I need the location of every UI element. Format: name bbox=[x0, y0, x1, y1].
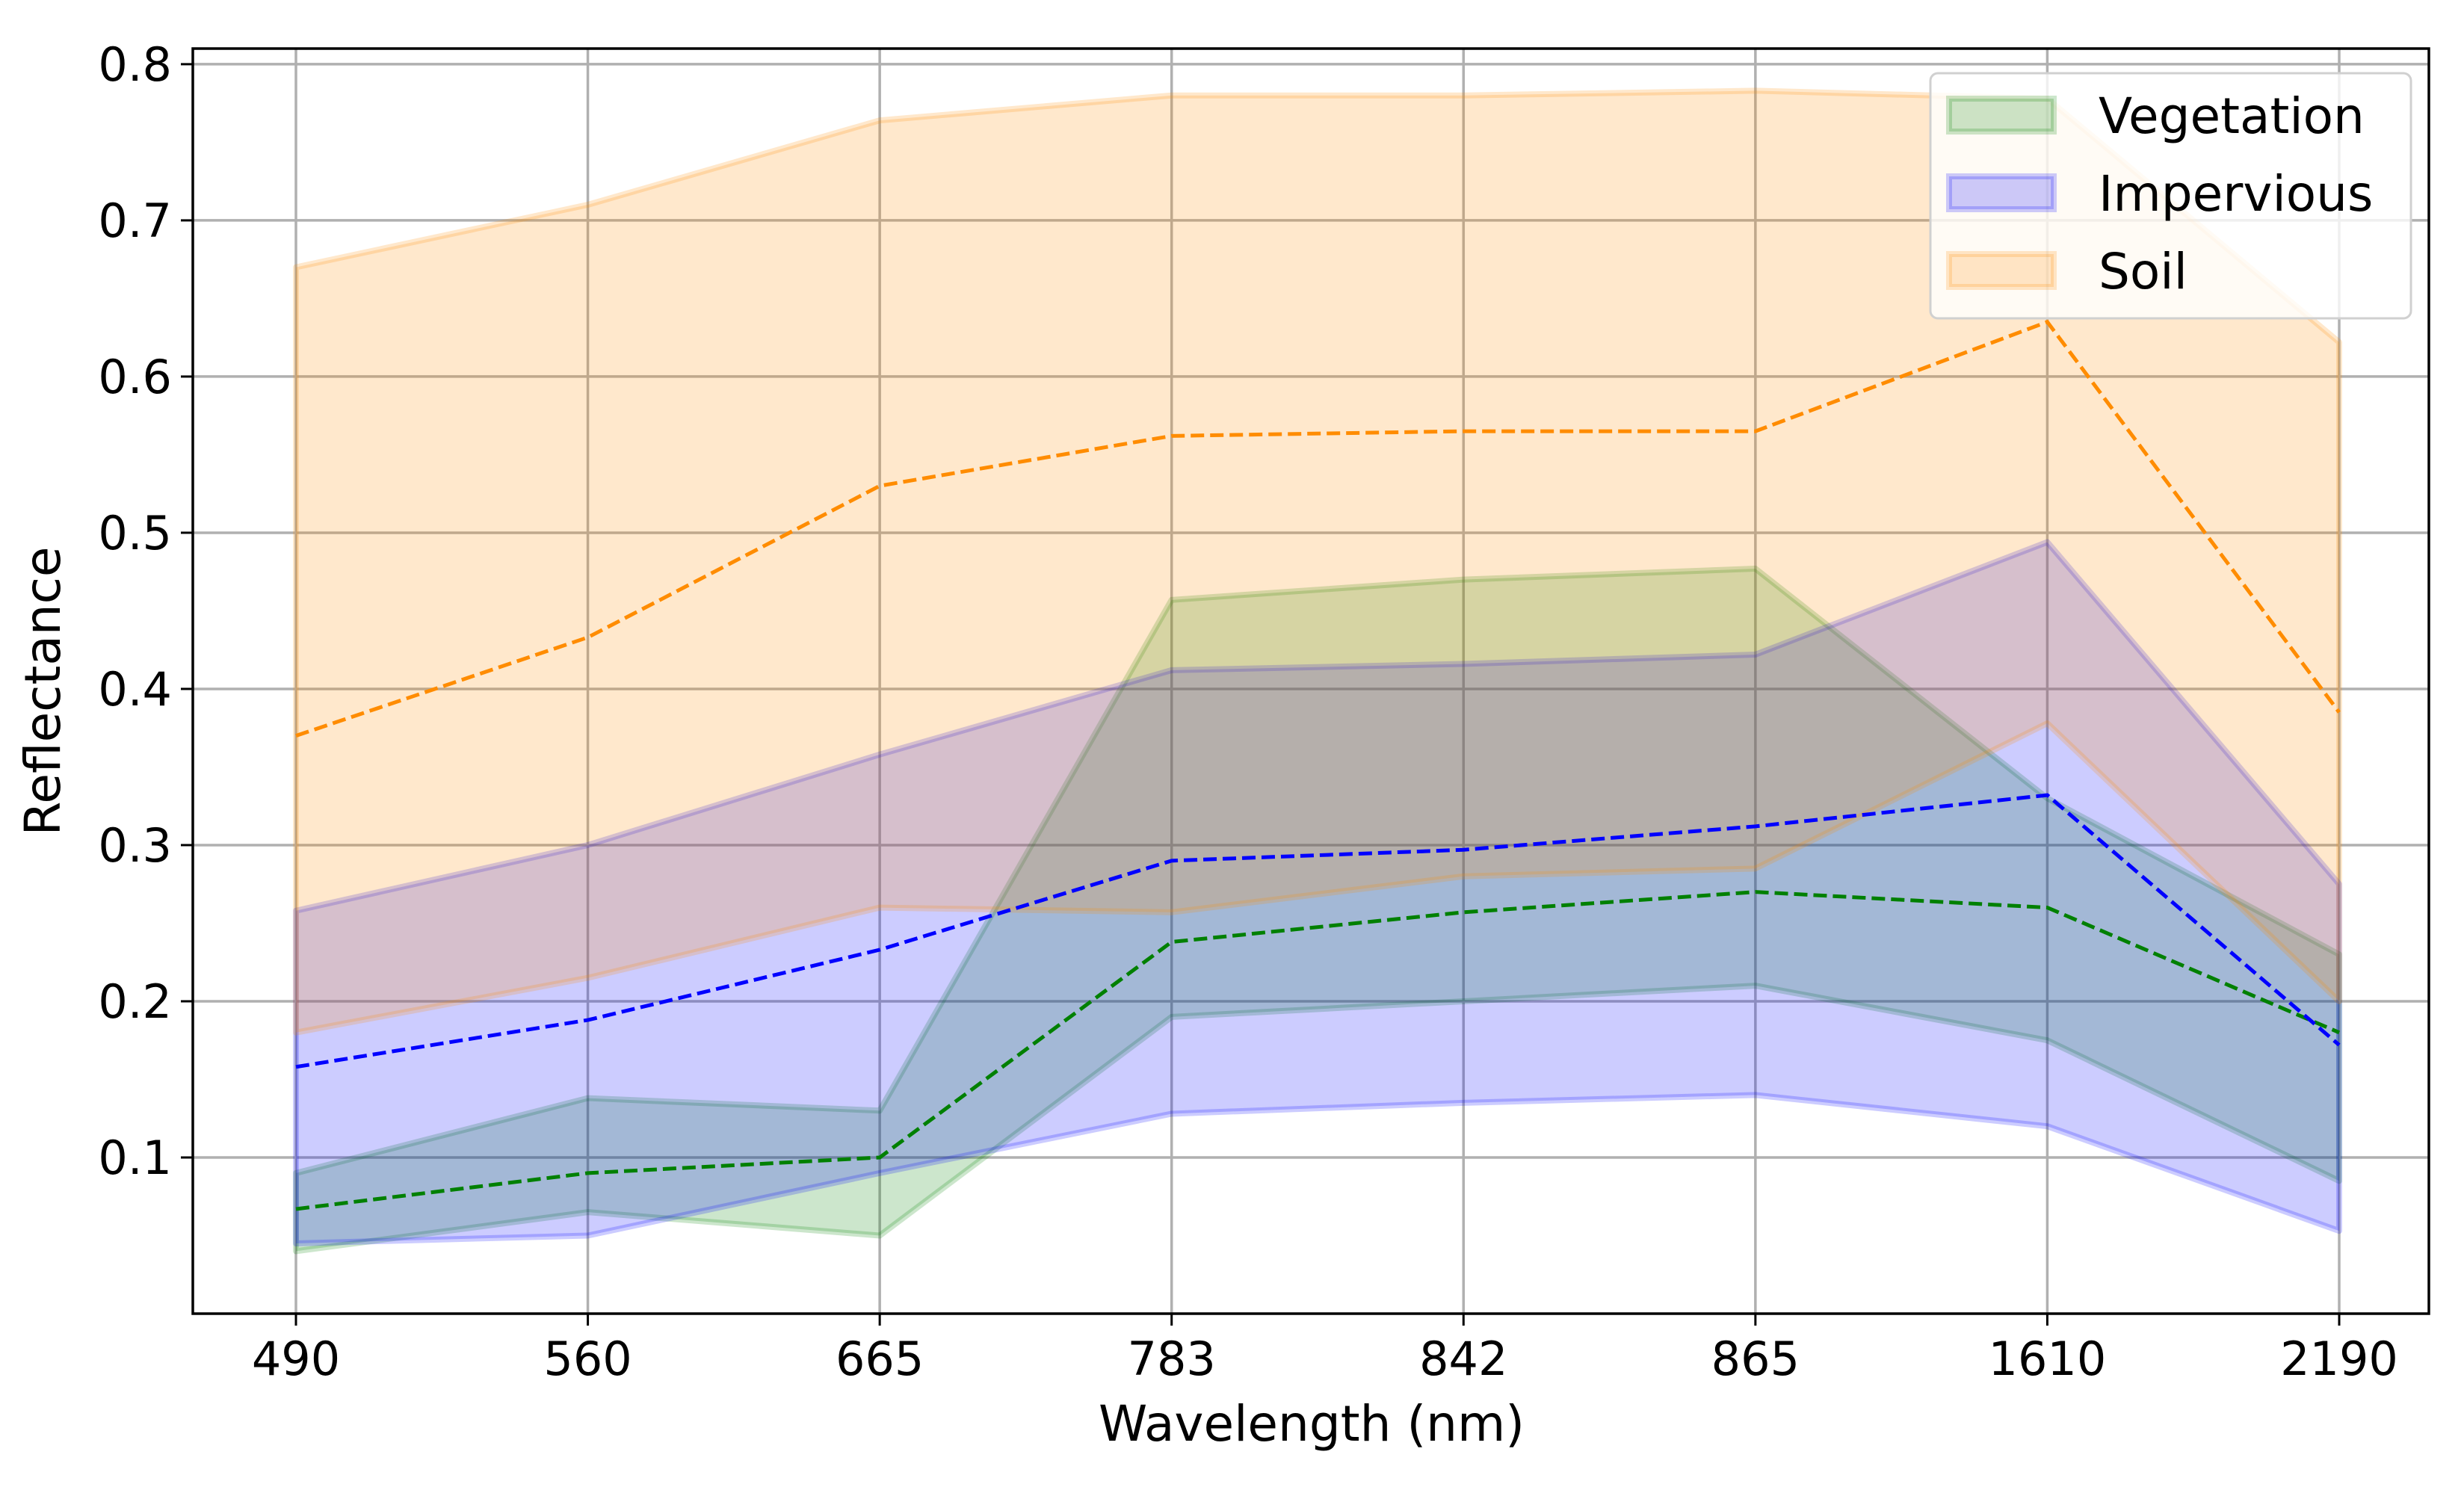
x-axis-title: Wavelength (nm) bbox=[1099, 1395, 1525, 1453]
series-layer bbox=[293, 87, 2342, 1255]
legend-swatch-soil bbox=[1946, 251, 2057, 290]
y-tick-label: 0.7 bbox=[98, 194, 172, 248]
x-tick-label: 560 bbox=[543, 1332, 632, 1386]
legend-box bbox=[1929, 72, 2412, 320]
legend: Vegetation Impervious Soil bbox=[1929, 72, 2412, 320]
y-tick-label: 0.5 bbox=[98, 506, 172, 560]
y-tick-label: 0.4 bbox=[98, 662, 172, 717]
legend-swatch-impervious bbox=[1946, 173, 2057, 212]
legend-swatch-vegetation bbox=[1946, 96, 2057, 135]
axis-labels: Wavelength (nm) Reflectance bbox=[14, 546, 1525, 1453]
impervious-mean-line bbox=[295, 793, 2341, 1069]
axes: 490 560 665 783 842 865 1610 2190 0.1 0.2 0.3 0.4 0.… bbox=[98, 37, 2430, 1386]
y-tick-label: 0.6 bbox=[98, 350, 172, 404]
plot-frame bbox=[191, 47, 2430, 1315]
x-tick-label: 665 bbox=[836, 1332, 924, 1386]
legend-label-impervious: Impervious bbox=[2099, 165, 2373, 223]
soil-band bbox=[293, 87, 2342, 1036]
legend-label-vegetation: Vegetation bbox=[2099, 87, 2365, 145]
x-tick-label: 1610 bbox=[1989, 1332, 2107, 1386]
y-axis-title: Reflectance bbox=[14, 546, 72, 835]
soil-mean-line bbox=[295, 319, 2341, 738]
legend-label-soil: Soil bbox=[2099, 243, 2187, 300]
y-tick-label: 0.8 bbox=[98, 37, 172, 92]
vegetation-mean-line bbox=[295, 890, 2340, 1211]
vegetation-band bbox=[293, 566, 2342, 1255]
x-tick-label: 842 bbox=[1419, 1332, 1507, 1386]
y-tick-label: 0.2 bbox=[98, 974, 172, 1029]
x-tick-label: 865 bbox=[1711, 1332, 1800, 1386]
x-tick-label: 783 bbox=[1128, 1332, 1216, 1386]
impervious-band bbox=[293, 539, 2342, 1246]
y-tick-label: 0.3 bbox=[98, 818, 172, 873]
x-tick-label: 490 bbox=[252, 1332, 340, 1386]
x-tick-label: 2190 bbox=[2280, 1332, 2398, 1386]
y-tick-label: 0.1 bbox=[98, 1131, 172, 1185]
